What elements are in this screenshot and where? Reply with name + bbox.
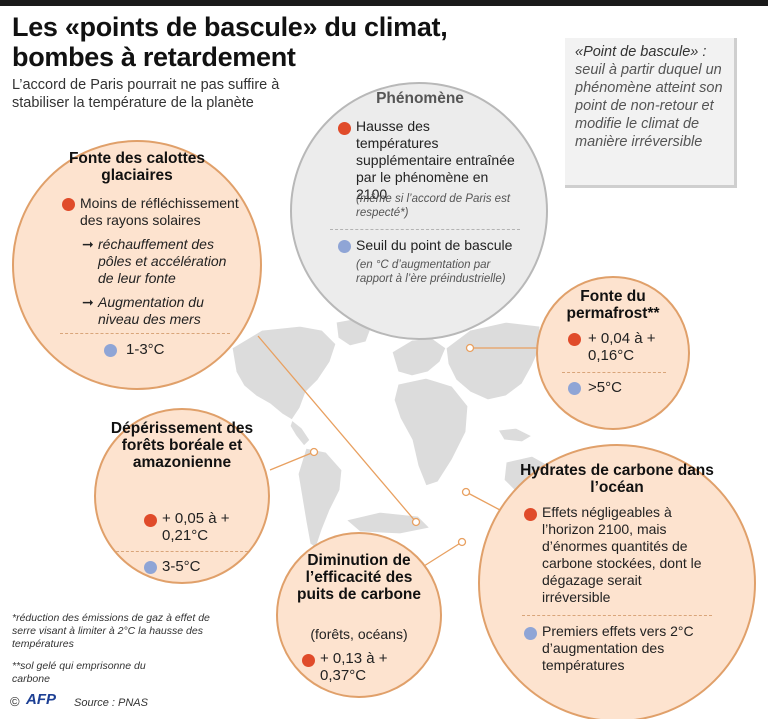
- definition-box: «Point de bascule» : seuil à partir duqu…: [565, 38, 737, 188]
- forets-divider: [116, 551, 248, 552]
- footnote-accord: *réduction des émissions de gaz à effet …: [12, 612, 210, 650]
- map-europe: [391, 337, 447, 377]
- puits-title: Diminution de l’efficacité des puits de …: [296, 552, 422, 603]
- agency-logo: AFP: [26, 691, 56, 708]
- permafrost-value: + 0,04 à + 0,16°C: [588, 330, 656, 364]
- permafrost-red-dot: [568, 333, 581, 346]
- puits-value: + 0,13 à + 0,37°C: [320, 650, 388, 684]
- forets-threshold: 3-5°C: [162, 558, 201, 575]
- title-line-1: Les «points de bascule» du climat,: [12, 12, 448, 42]
- permafrost-title: Fonte du permafrost**: [566, 288, 660, 322]
- map-asia: [445, 321, 541, 401]
- footnote-permafrost: **sol gelé qui emprisonne du carbone: [12, 660, 146, 685]
- puits-subtitle: (forêts, océans): [310, 626, 408, 642]
- map-indonesia: [497, 427, 534, 443]
- hydrates-divider: [522, 615, 712, 616]
- puits-circle: [276, 532, 442, 698]
- calottes-threshold: 1-3°C: [126, 341, 165, 358]
- map-south-america: [297, 447, 343, 549]
- calottes-consequence-1: réchauffement des pôles et accélération …: [98, 236, 227, 286]
- title-line-2: bombes à retardement: [12, 42, 296, 72]
- legend-blue-dot: [338, 240, 351, 253]
- map-north-america: [231, 325, 337, 421]
- calottes-title: Fonte des calottes glaciaires: [68, 150, 206, 184]
- map-central-america: [289, 418, 311, 447]
- connector-hydrates: [465, 491, 501, 511]
- legend-divider: [330, 229, 520, 230]
- forets-value: + 0,05 à + 0,21°C: [162, 510, 230, 544]
- permafrost-divider: [562, 372, 666, 373]
- permafrost-circle: [536, 276, 690, 430]
- marker-permafrost: [465, 343, 475, 353]
- puits-red-dot: [302, 654, 315, 667]
- permafrost-threshold: >5°C: [588, 379, 622, 396]
- connector-calottes: [257, 335, 417, 523]
- legend-circle: [290, 82, 548, 340]
- marker-puits: [457, 537, 467, 547]
- legend-blue-text: Seuil du point de bascule: [356, 237, 513, 253]
- page-title: Les «points de bascule» du climat, bombe…: [12, 12, 448, 72]
- copyright-symbol: ©: [10, 694, 20, 709]
- calottes-effect: Moins de réfléchissement des rayons sola…: [80, 195, 239, 228]
- forets-title: Dépérissement des forêts boréale et amaz…: [110, 420, 254, 471]
- legend-red-dot: [338, 122, 351, 135]
- forets-blue-dot: [144, 561, 157, 574]
- permafrost-blue-dot: [568, 382, 581, 395]
- marker-calottes: [411, 517, 421, 527]
- marker-forets: [309, 447, 319, 457]
- page-subtitle: L’accord de Paris pourrait ne pas suffir…: [12, 77, 280, 111]
- calottes-red-dot: [62, 198, 75, 211]
- marker-hydrates: [461, 487, 471, 497]
- hydrates-effect: Effets négligeables à l’horizon 2100, ma…: [542, 504, 702, 605]
- hydrates-blue-dot: [524, 627, 537, 640]
- hydrates-red-dot: [524, 508, 537, 521]
- hydrates-threshold: Premiers effets vers 2°C d’augmentation …: [542, 623, 694, 673]
- forets-circle: [94, 408, 270, 584]
- calottes-consequence-2: Augmentation du niveau des mers: [98, 294, 204, 327]
- arrow-icon: ➞: [82, 294, 94, 310]
- definition-text: seuil à partir duquel un phénomène attei…: [575, 62, 723, 150]
- source-credit: Source : PNAS: [74, 697, 148, 709]
- map-africa: [393, 377, 469, 487]
- legend-blue-note: (en °C d’augmentation par rapport à l’èr…: [356, 259, 506, 285]
- hydrates-title: Hydrates de carbone dans l’océan: [520, 462, 714, 496]
- top-bar: [0, 0, 768, 6]
- calottes-circle: [12, 140, 262, 390]
- connector-forets: [269, 451, 315, 471]
- calottes-divider: [60, 333, 230, 334]
- legend-heading: Phénomène: [376, 90, 464, 107]
- definition-term: «Point de bascule» :: [575, 44, 707, 60]
- forets-red-dot: [144, 514, 157, 527]
- arrow-icon: ➞: [82, 236, 94, 252]
- hydrates-circle: [478, 444, 756, 719]
- calottes-blue-dot: [104, 344, 117, 357]
- legend-red-note: (même si l’accord de Paris est respecté*…: [356, 193, 511, 219]
- legend-red-text: Hausse des températures supplémentaire e…: [356, 118, 515, 202]
